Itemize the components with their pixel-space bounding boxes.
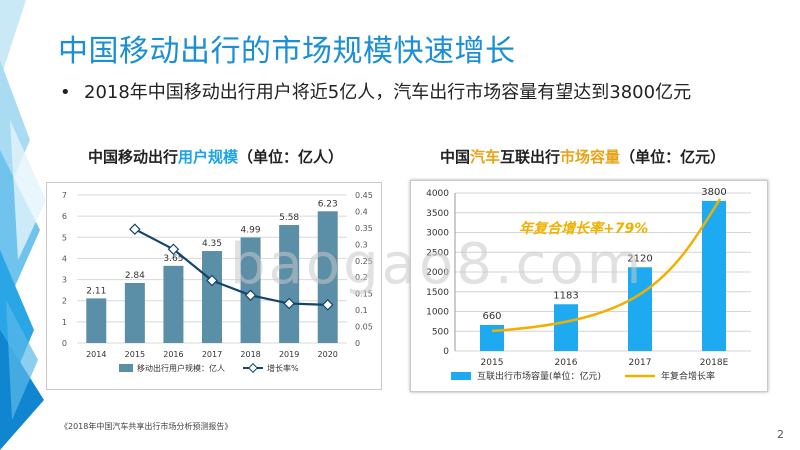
y2-tick-label: 0.35 xyxy=(355,224,373,233)
y-tick-label: 4 xyxy=(62,254,67,263)
y-tick-label: 2500 xyxy=(426,248,449,258)
source-note: 《2018年中国汽车共享出行市场分析预测报告》 xyxy=(60,422,233,431)
left-title-part1: 中国移动出行 xyxy=(88,148,179,166)
data-label: 2120 xyxy=(627,253,652,264)
y2-tick-label: 0.05 xyxy=(355,323,373,332)
x-tick-label: 2017 xyxy=(629,358,652,368)
left-decoration xyxy=(0,0,46,450)
data-label: 2.84 xyxy=(125,271,145,281)
y-tick-label: 1500 xyxy=(426,288,449,298)
bar xyxy=(554,304,578,351)
bar xyxy=(702,200,726,351)
y2-tick-label: 0.2 xyxy=(355,273,368,282)
growth-point xyxy=(321,299,334,311)
y2-tick-label: 0.3 xyxy=(355,240,368,249)
growth-point xyxy=(129,223,141,236)
bullet-label: 2018年中国移动出行用户将近5亿人，汽车出行市场容量有望达到3800亿元 xyxy=(84,82,692,103)
bar xyxy=(124,282,145,343)
y-tick-label: 5 xyxy=(62,233,67,242)
page-number: 2 xyxy=(777,428,784,441)
growth-point xyxy=(283,297,295,310)
bar xyxy=(202,251,222,343)
bar xyxy=(480,324,504,351)
legend-marker xyxy=(248,363,258,373)
legend-label-bar: 互联出行市场容量(单位：亿元) xyxy=(477,370,601,382)
bar xyxy=(163,265,184,343)
x-tick-label: 2016 xyxy=(163,350,183,359)
growth-point xyxy=(206,274,218,287)
x-tick-label: 2020 xyxy=(318,350,338,359)
data-label: 2.11 xyxy=(86,286,106,296)
y-tick-label: 4000 xyxy=(426,189,449,199)
right-chart: 0 500 1000 1500 2000 2500 3000 3500 4000 660 2015 1… xyxy=(426,187,751,382)
y-tick-label: 3 xyxy=(62,276,67,285)
x-tick-label: 2018 xyxy=(240,350,260,359)
y-tick-label: 7 xyxy=(62,191,67,200)
right-title-highlight-car: 汽车 xyxy=(470,148,501,166)
x-tick-label: 2016 xyxy=(555,358,578,368)
x-tick-label: 2015 xyxy=(125,350,145,359)
left-title-unit: （单位：亿人） xyxy=(238,148,344,166)
bar xyxy=(279,225,300,343)
right-title-part1: 中国 xyxy=(440,148,471,166)
legend-label-bar: 移动出行用户规模：亿人 xyxy=(137,363,225,373)
data-label: 5.58 xyxy=(279,213,299,223)
right-chart-title: 中国汽车互联出行市场容量（单位：亿元） xyxy=(440,146,725,167)
cagr-annotation: 年复合增长率+79% xyxy=(519,220,648,237)
growth-point xyxy=(167,243,180,256)
y-tick-label: 2 xyxy=(62,297,67,306)
y2-tick-label: 0.45 xyxy=(355,191,373,200)
y-tick-label: 0 xyxy=(62,339,67,348)
bar xyxy=(317,211,338,343)
x-tick-label: 2018E xyxy=(700,358,729,368)
right-title-unit: （单位：亿元） xyxy=(620,148,726,166)
data-label: 3.65 xyxy=(163,254,183,264)
page-title: 中国移动出行的市场规模快速增长 xyxy=(58,34,516,69)
x-tick-label: 2014 xyxy=(86,350,106,359)
bar xyxy=(86,298,107,343)
legend-label-line: 增长率% xyxy=(267,363,299,373)
y2-tick-label: 0.25 xyxy=(355,257,373,266)
y2-tick-label: 0.4 xyxy=(355,207,368,216)
y-tick-label: 3000 xyxy=(426,229,449,239)
y-tick-label: 3500 xyxy=(426,209,449,219)
y-tick-label: 1 xyxy=(62,318,67,327)
right-chart-panel: 0 500 1000 1500 2000 2500 3000 3500 4000 660 2015 1… xyxy=(410,180,768,392)
watermark: baogao8.com xyxy=(230,232,645,297)
y2-tick-label: 0 xyxy=(355,339,360,348)
y-tick-label: 0 xyxy=(443,347,449,357)
bar xyxy=(628,267,652,351)
y-tick-label: 1000 xyxy=(426,308,449,318)
data-label: 3800 xyxy=(701,187,726,198)
left-chart: 0 1 2 3 4 5 6 7 0 0.05 0.1 0.15 0.2 0.25 0.3 0.35 0.4 0.4… xyxy=(62,191,373,373)
x-tick-label: 2019 xyxy=(279,350,299,359)
data-label: 6.23 xyxy=(318,199,338,209)
growth-curve xyxy=(491,198,722,333)
bullet-dot-icon: • xyxy=(60,82,71,103)
y2-tick-label: 0.1 xyxy=(355,306,368,315)
y-tick-label: 6 xyxy=(62,212,67,221)
data-label: 4.99 xyxy=(241,225,261,235)
y-tick-label: 500 xyxy=(432,327,449,337)
growth-point xyxy=(244,289,257,302)
left-chart-panel: 0 1 2 3 4 5 6 7 0 0.05 0.1 0.15 0.2 0.25 0.3 0.35 0.4 0.4… xyxy=(46,182,382,390)
growth-line xyxy=(134,228,328,306)
x-tick-label: 2017 xyxy=(202,350,222,359)
legend-label-line: 年复合增长率 xyxy=(661,370,715,382)
left-chart-title: 中国移动出行用户规模（单位：亿人） xyxy=(88,146,343,167)
legend-swatch-bar xyxy=(451,372,471,380)
data-label: 660 xyxy=(482,311,501,322)
y-tick-label: 2000 xyxy=(426,268,449,278)
right-title-highlight-market: 市场容量 xyxy=(560,148,621,166)
data-label: 1183 xyxy=(553,290,578,301)
right-title-part3: 互联出行 xyxy=(500,148,561,166)
legend-swatch-bar xyxy=(119,364,133,372)
y2-tick-label: 0.15 xyxy=(355,290,373,299)
data-label: 4.35 xyxy=(202,239,222,249)
left-title-highlight: 用户规模 xyxy=(178,148,239,166)
x-tick-label: 2015 xyxy=(481,358,504,368)
bullet-text: • 2018年中国移动出行用户将近5亿人，汽车出行市场容量有望达到3800亿元 xyxy=(60,78,691,104)
